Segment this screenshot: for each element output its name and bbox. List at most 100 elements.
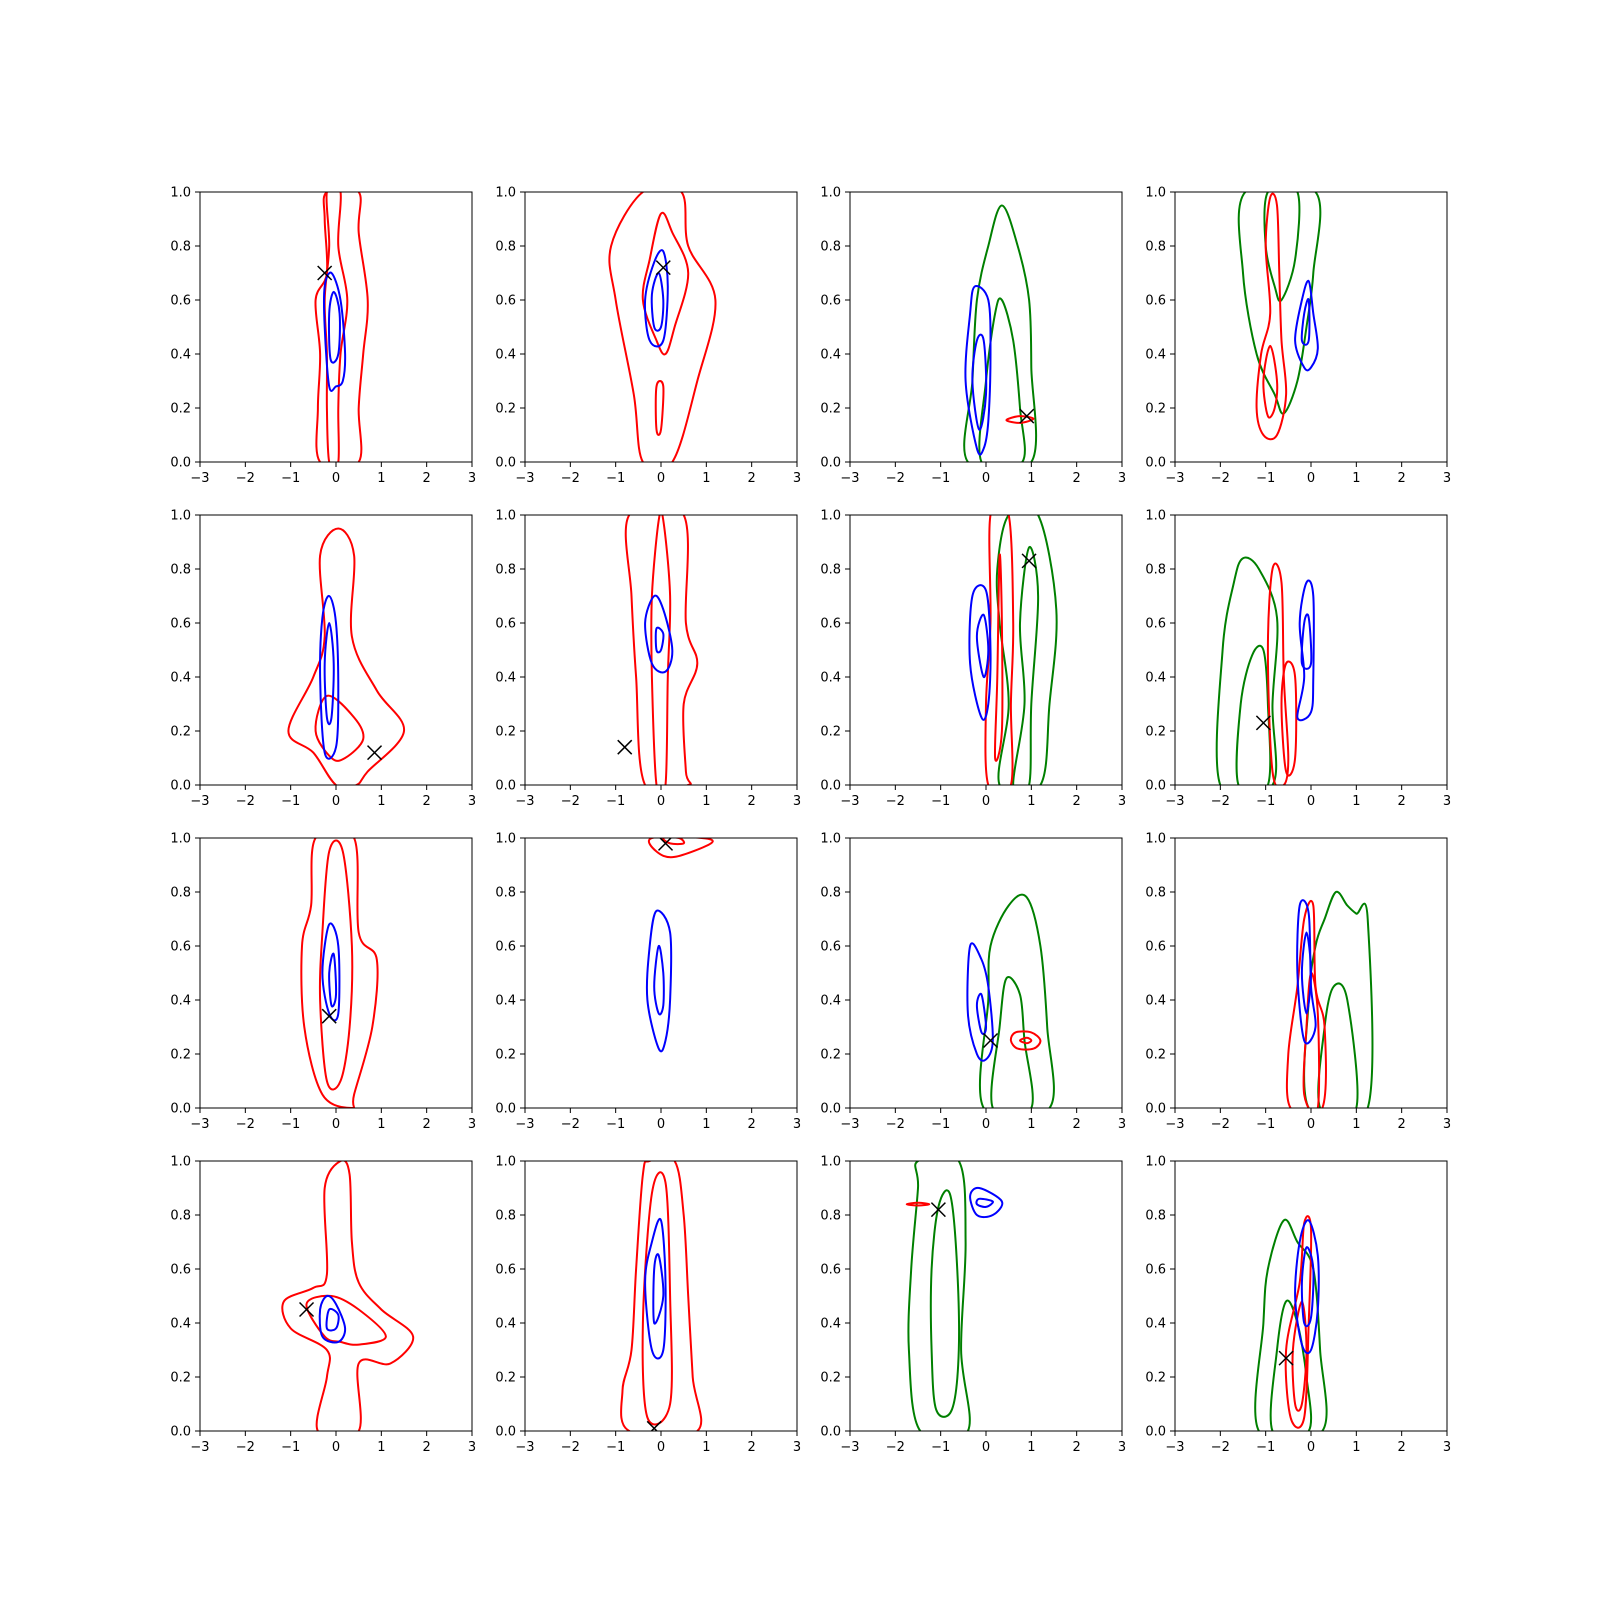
plot-area xyxy=(617,515,699,785)
x-tick-label: 2 xyxy=(1398,1117,1406,1132)
axes-frame xyxy=(524,1160,798,1432)
contour-line-green-2 xyxy=(1012,546,1040,785)
plot-area xyxy=(963,204,1038,462)
subplot-panel-16: −3 −2 −1 0 1 2 3 0.0 0.2 0.4 0.6 0.8 1.0 xyxy=(1145,1155,1451,1456)
contour-line-green-1 xyxy=(1237,192,1322,415)
x-tick-label: 2 xyxy=(423,471,431,486)
x-tick-label: −3 xyxy=(840,471,859,486)
contour-line-blue-6 xyxy=(975,613,990,679)
x-tick-label: 0 xyxy=(1307,1117,1315,1132)
x-marker xyxy=(299,1301,315,1318)
x-marker xyxy=(367,745,383,761)
contour-line-red-1 xyxy=(608,192,717,462)
contour-line-red-2 xyxy=(305,1294,387,1346)
x-tick-label: −1 xyxy=(606,1117,625,1132)
subplot-panel-3: −3 −2 −1 0 1 2 3 0.0 0.2 0.4 0.6 0.8 1.0 xyxy=(820,186,1126,487)
x-tick-label: −2 xyxy=(236,794,255,809)
y-tick-label: 1.0 xyxy=(1145,832,1166,847)
x-tick-label: 2 xyxy=(423,1117,431,1132)
y-tick-label: 0.4 xyxy=(495,1317,516,1332)
plot-area xyxy=(966,893,1055,1108)
plot-area xyxy=(1254,1215,1328,1431)
contour-line-red-1 xyxy=(647,838,714,859)
x-tick-label: 0 xyxy=(332,471,340,486)
subplot-panel-5: −3 −2 −1 0 1 2 3 0.0 0.2 0.4 0.6 0.8 1.0 xyxy=(170,509,476,810)
x-tick-label: −3 xyxy=(840,1117,859,1132)
y-tick-label: 0.0 xyxy=(820,1425,841,1440)
y-tick-label: 0.2 xyxy=(820,725,841,740)
plot-area xyxy=(300,838,379,1108)
contour-line-blue-5 xyxy=(1296,899,1317,1045)
x-tick-label: −2 xyxy=(886,471,905,486)
y-tick-label: 0.8 xyxy=(1145,1209,1166,1224)
y-tick-label: 0.8 xyxy=(495,240,516,255)
x-tick-label: −1 xyxy=(931,1440,950,1455)
x-tick-label: −3 xyxy=(515,471,534,486)
contour-line-red-5 xyxy=(1009,1030,1042,1051)
y-tick-label: 0.6 xyxy=(170,940,191,955)
x-tick-label: 0 xyxy=(332,1440,340,1455)
y-tick-label: 1.0 xyxy=(1145,509,1166,524)
contour-line-blue-3 xyxy=(644,1217,667,1360)
x-tick-label: 3 xyxy=(1118,1117,1126,1132)
contour-line-red-2 xyxy=(314,694,365,762)
x-tick-label: −2 xyxy=(1211,471,1230,486)
axes-frame xyxy=(1174,191,1448,463)
y-tick-label: 0.8 xyxy=(495,563,516,578)
y-tick-label: 0.4 xyxy=(495,348,516,363)
x-tick-label: −2 xyxy=(561,1117,580,1132)
y-tick-label: 0.8 xyxy=(820,1209,841,1224)
subplot-panel-13: −3 −2 −1 0 1 2 3 0.0 0.2 0.4 0.6 0.8 1.0 xyxy=(170,1155,476,1456)
x-tick-label: 1 xyxy=(1027,1440,1035,1455)
subplot-panel-10: −3 −2 −1 0 1 2 3 0.0 0.2 0.4 0.6 0.8 1.0 xyxy=(495,832,801,1133)
y-tick-label: 0.2 xyxy=(170,1371,191,1386)
y-tick-label: 0.4 xyxy=(495,671,516,686)
x-tick-label: −1 xyxy=(281,1117,300,1132)
subplot-panel-9: −3 −2 −1 0 1 2 3 0.0 0.2 0.4 0.6 0.8 1.0 xyxy=(170,832,476,1133)
y-tick-label: 0.8 xyxy=(170,240,191,255)
x-tick-label: 3 xyxy=(1443,1117,1451,1132)
contour-line-red-1 xyxy=(624,515,699,785)
contour-line-blue-6 xyxy=(1300,931,1312,1015)
x-tick-label: 3 xyxy=(1118,794,1126,809)
x-tick-label: 2 xyxy=(748,794,756,809)
y-tick-label: 1.0 xyxy=(495,186,516,201)
contour-line-blue-6 xyxy=(1300,613,1313,670)
x-tick-label: 0 xyxy=(982,1117,990,1132)
x-tick-label: −2 xyxy=(236,471,255,486)
x-tick-label: −3 xyxy=(190,1117,209,1132)
axes-frame xyxy=(849,1160,1123,1432)
x-tick-label: −1 xyxy=(1256,471,1275,486)
x-tick-label: 3 xyxy=(468,794,476,809)
y-tick-label: 0.6 xyxy=(820,617,841,632)
y-tick-label: 0.4 xyxy=(820,348,841,363)
plot-area xyxy=(620,1161,703,1431)
contour-line-red-2 xyxy=(650,515,672,785)
subplot-panel-2: −3 −2 −1 0 1 2 3 0.0 0.2 0.4 0.6 0.8 1.0 xyxy=(495,186,801,487)
x-tick-label: 3 xyxy=(1118,1440,1126,1455)
contour-line-blue-4 xyxy=(323,622,335,726)
y-tick-label: 0.8 xyxy=(495,1209,516,1224)
x-tick-label: 3 xyxy=(1118,471,1126,486)
contour-line-blue-4 xyxy=(975,1197,994,1208)
plot-area xyxy=(287,527,406,785)
contour-line-blue-3 xyxy=(321,922,341,1022)
x-marker xyxy=(321,1008,337,1024)
x-tick-label: 0 xyxy=(332,1117,340,1132)
contour-line-red-1 xyxy=(620,1161,703,1431)
x-tick-label: 0 xyxy=(657,471,665,486)
contour-line-red-1 xyxy=(287,527,406,785)
subplot-panel-6: −3 −2 −1 0 1 2 3 0.0 0.2 0.4 0.6 0.8 1.0 xyxy=(495,509,801,810)
x-tick-label: −1 xyxy=(606,794,625,809)
y-tick-label: 1.0 xyxy=(170,186,191,201)
y-tick-label: 0.6 xyxy=(820,1263,841,1278)
y-tick-label: 1.0 xyxy=(820,832,841,847)
y-tick-label: 0.6 xyxy=(820,940,841,955)
y-tick-label: 0.8 xyxy=(1145,563,1166,578)
contour-line-blue-4 xyxy=(325,1307,340,1332)
x-marker xyxy=(1278,1350,1294,1366)
contour-line-blue-3 xyxy=(964,284,992,456)
contour-line-blue-4 xyxy=(653,944,665,1016)
x-marker xyxy=(655,260,671,276)
contour-line-red-5 xyxy=(905,1201,931,1207)
